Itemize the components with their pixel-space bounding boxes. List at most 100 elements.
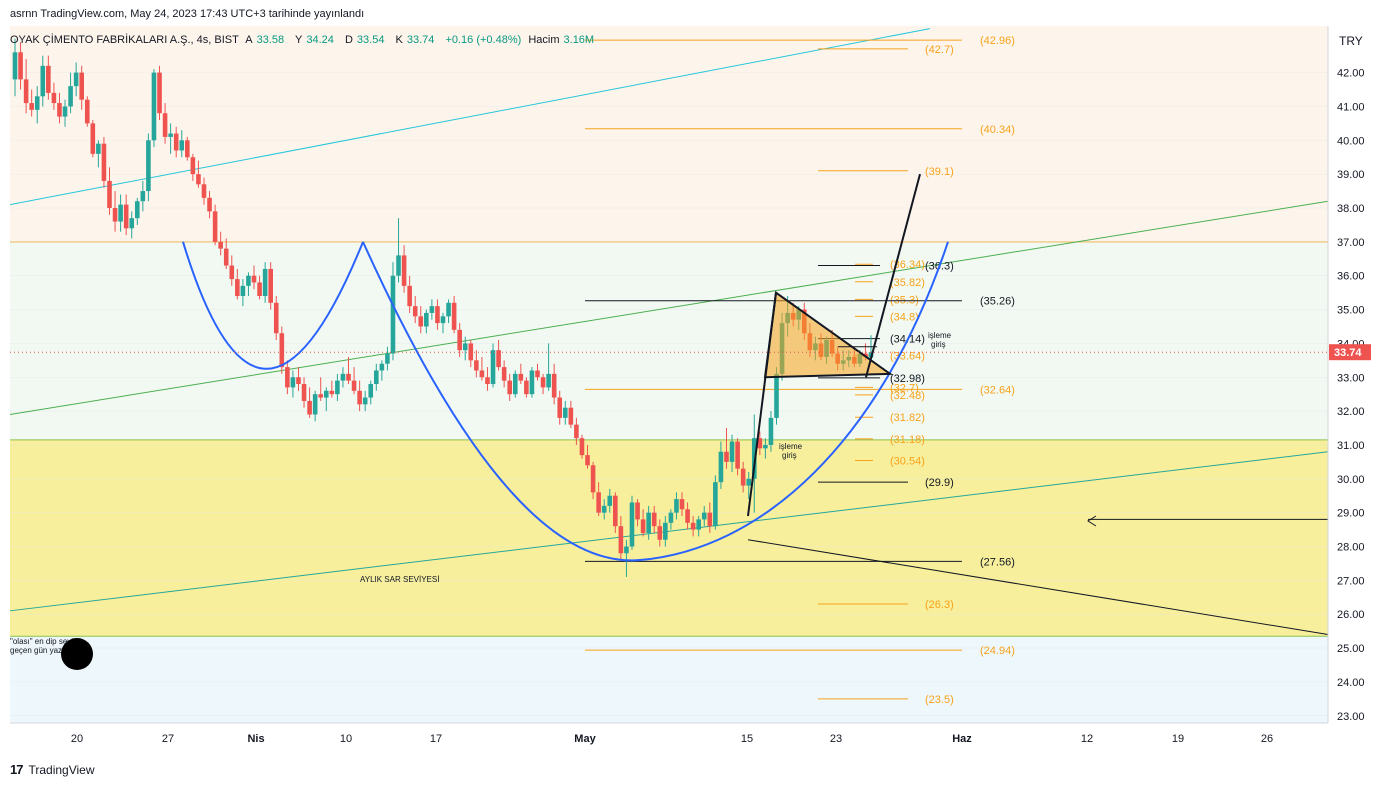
candle-body: [96, 143, 101, 154]
arrow-head: [1087, 515, 1097, 527]
candle-body: [568, 407, 574, 425]
candle-body: [351, 380, 357, 391]
candle-body: [23, 79, 29, 104]
candle-body: [501, 367, 507, 381]
price-tick-label: 37.00: [1337, 237, 1365, 249]
small-fib-label: (35.82): [890, 277, 925, 289]
candle-body: [424, 312, 429, 327]
zone-upper: [10, 26, 1328, 242]
fib-level-label: (32.64): [980, 384, 1015, 396]
fib-level-label: (26.3): [925, 599, 954, 611]
candle-body: [540, 377, 546, 388]
candle-body: [485, 377, 490, 385]
price-tick-label: 28.00: [1337, 542, 1365, 554]
candle-body: [579, 438, 585, 456]
candle-body: [251, 275, 257, 283]
candle-body: [724, 451, 729, 462]
footer: 17 TradingView: [10, 762, 95, 777]
candle-body: [112, 208, 118, 222]
candle-body: [273, 302, 279, 334]
downtrend-line: [747, 539, 1329, 636]
candle-body: [268, 268, 273, 303]
candle-body: [134, 201, 140, 219]
candle-body: [279, 333, 285, 368]
symbol-name[interactable]: OYAK ÇİMENTO FABRİKALARI A.Ş., 4s, BIST: [10, 34, 239, 46]
publish-info: asrnn TradingView.com, May 24, 2023 17:4…: [10, 8, 365, 20]
fib-level-label: (42.7): [925, 44, 954, 56]
price-tick-label: 26.00: [1337, 609, 1365, 621]
candle-body: [285, 367, 290, 388]
flagpole-line: [747, 292, 777, 517]
candle-body: [613, 495, 618, 527]
tradingview-logo-icon: 17: [10, 762, 24, 777]
candle-body: [707, 512, 713, 527]
candle-body: [629, 502, 635, 547]
left-cup-curve: [182, 241, 364, 370]
fib-level-label: (27.56): [980, 556, 1015, 568]
time-axis: 20 27 Nis 10 17 May 15 23 Haz 12 19 26: [10, 26, 1329, 745]
candle-body: [457, 329, 462, 351]
candle-body: [318, 394, 324, 398]
candle-body: [518, 373, 524, 381]
price-tick-label: 38.00: [1337, 203, 1365, 215]
price-tick-label: 23.00: [1337, 711, 1365, 723]
candle-body: [101, 143, 107, 181]
candle-body: [168, 133, 173, 137]
last-price-box: [1329, 344, 1371, 361]
candle-body: [107, 180, 112, 208]
low-value: D 33.54: [344, 34, 385, 46]
small-fib-label: (30.54): [890, 456, 925, 468]
candles: [12, 38, 874, 577]
zone-yellow: [10, 439, 1328, 637]
candle-body: [690, 522, 696, 530]
candle-body: [696, 519, 701, 530]
candle-body: [218, 241, 223, 249]
candle-body: [657, 526, 663, 540]
candle-body: [379, 363, 385, 371]
candle-body: [757, 438, 763, 449]
zone-middle: [10, 241, 1328, 440]
candle-body: [207, 197, 212, 212]
candle-body: [401, 255, 407, 286]
small-fib-label: (31.82): [890, 412, 925, 424]
candle-body: [462, 343, 468, 351]
candle-body: [157, 72, 162, 114]
candle-body: [729, 441, 735, 462]
candle-body: [51, 92, 57, 104]
candle-body: [62, 106, 68, 117]
candle-body: [29, 103, 34, 110]
channel-line-green-lower: [9, 451, 1329, 612]
candle-body: [307, 400, 312, 415]
small-fib-label: (32.48): [890, 390, 925, 402]
candle-body: [257, 282, 262, 297]
volume-value: Hacim 3.16M: [528, 34, 595, 46]
small-fib-label: (34.8): [890, 311, 919, 323]
candle-body: [340, 373, 346, 381]
last-price-label: 33.74: [1334, 347, 1362, 359]
candle-body: [129, 218, 135, 229]
time-tick-label: 27: [162, 733, 174, 745]
candle-body: [179, 140, 185, 151]
right-cup-curve: [362, 241, 949, 562]
time-tick-label: Nis: [247, 733, 264, 745]
trend-lines: [9, 28, 1329, 636]
high-value: Y 34.24: [295, 34, 334, 46]
fib-level-label: (39.1): [925, 166, 954, 178]
candle-body: [201, 184, 207, 198]
time-tick-label: 15: [741, 733, 753, 745]
candle-body: [596, 492, 601, 513]
fib-level-label: (23.5): [925, 694, 954, 706]
candle-body: [524, 380, 529, 395]
candle-body: [440, 316, 446, 324]
entry-annotation-2: işleme giriş: [779, 442, 803, 460]
candle-body: [73, 72, 79, 87]
candle-body: [262, 268, 268, 297]
candle-body: [746, 478, 752, 486]
candle-body: [301, 384, 307, 401]
price-tick-label: 33.00: [1337, 372, 1365, 384]
candle-body: [435, 306, 440, 324]
price-tick-label: 40.00: [1337, 135, 1365, 147]
candle-body: [618, 526, 624, 554]
fib-level-label: (40.34): [980, 124, 1015, 136]
